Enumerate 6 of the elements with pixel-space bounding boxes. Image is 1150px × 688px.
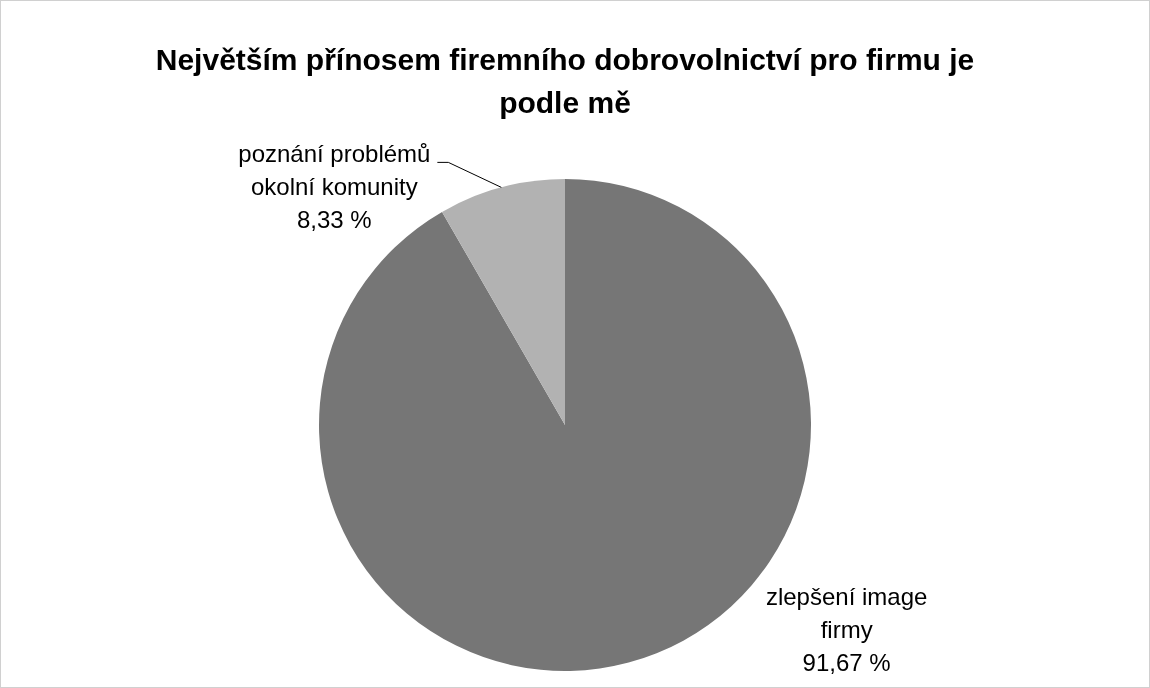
data-label: 8,33 %	[297, 206, 372, 234]
slice-label: zlepšení image firmy	[765, 582, 928, 643]
data-label: 91,67 %	[802, 648, 891, 676]
slice-label: poznání problémů okolní komunity	[238, 140, 431, 201]
pie-slice	[442, 179, 565, 425]
chart-title: Největším přínosem firemního dobrovolnictví pro firmu je podle mě	[155, 43, 975, 119]
